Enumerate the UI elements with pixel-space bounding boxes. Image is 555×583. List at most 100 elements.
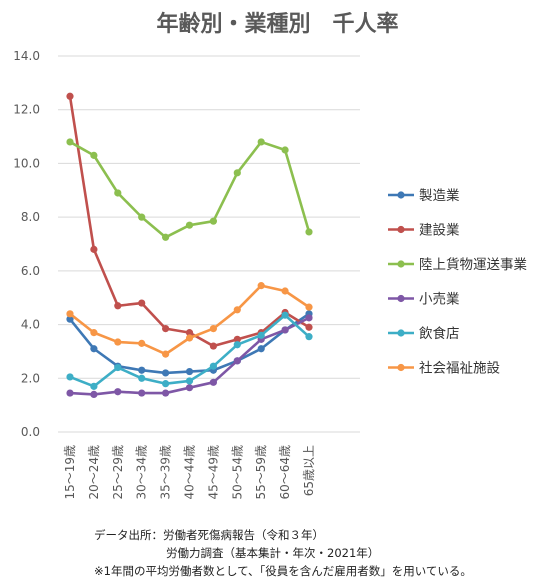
data-point xyxy=(90,382,98,390)
data-point xyxy=(257,345,265,353)
data-point xyxy=(162,350,170,358)
x-tick-label: 15～19歳 xyxy=(63,445,77,500)
data-point xyxy=(209,325,217,333)
data-point xyxy=(114,338,122,346)
x-tick-label: 35～39歳 xyxy=(159,445,173,500)
data-point xyxy=(185,367,194,376)
data-point xyxy=(305,228,313,236)
data-point xyxy=(257,282,265,290)
series-line xyxy=(68,96,310,348)
chart-title: 年齢別・業種別 千人率 xyxy=(156,12,399,37)
legend-label: 建設業 xyxy=(419,223,460,239)
y-tick-label: 14.0 xyxy=(13,49,40,63)
legend-swatch-marker xyxy=(397,260,405,268)
x-tick-label: 30～34歳 xyxy=(135,445,149,500)
data-point xyxy=(66,389,74,397)
legend-label: 陸上貨物運送事業 xyxy=(419,256,527,273)
data-point xyxy=(305,333,313,341)
data-point xyxy=(138,299,146,307)
data-point xyxy=(138,339,146,347)
y-axis-ticks: 0.0 2.0 4.0 6.0 8.0 10.0 12.0 14.0 xyxy=(13,49,40,439)
data-point xyxy=(66,310,74,318)
data-point xyxy=(209,217,217,225)
data-point xyxy=(114,388,122,396)
data-point xyxy=(185,384,194,392)
y-tick-label: 0.0 xyxy=(21,425,40,439)
data-point xyxy=(209,362,217,370)
data-point xyxy=(305,303,313,311)
data-point xyxy=(138,366,146,374)
y-tick-label: 2.0 xyxy=(21,371,40,385)
data-point xyxy=(233,357,241,365)
data-point xyxy=(185,377,194,385)
data-point xyxy=(66,373,74,381)
x-tick-label: 45～49歳 xyxy=(206,445,220,500)
data-point xyxy=(281,311,289,319)
series-line xyxy=(69,284,310,356)
data-point xyxy=(281,326,289,334)
data-point xyxy=(257,138,265,146)
data-point xyxy=(305,314,313,322)
data-point xyxy=(185,221,194,229)
data-point xyxy=(233,306,241,314)
data-point xyxy=(185,334,194,342)
data-point xyxy=(281,146,289,154)
data-point xyxy=(233,169,241,177)
data-point xyxy=(233,341,241,349)
x-axis-ticks: 15～19歳 20～24歳 25～29歳 30～34歳 35～39歳 40～44歳 45～4… xyxy=(63,445,316,500)
series-lines xyxy=(66,92,313,398)
legend-swatch-marker xyxy=(397,294,405,303)
legend-label: 小売業 xyxy=(419,292,460,308)
x-tick-label: 55～59歳 xyxy=(254,445,268,500)
legend-label: 製造業 xyxy=(419,188,460,204)
x-tick-label: 50～54歳 xyxy=(230,445,244,500)
data-point xyxy=(114,302,122,310)
x-tick-label: 65歳以上 xyxy=(302,445,316,496)
legend-swatch-marker xyxy=(397,363,405,372)
source-line-3: ※1年間の平均労働者数として、「役員を含んだ雇用者数」を用いている。 xyxy=(94,564,472,578)
data-point xyxy=(209,342,217,350)
data-point xyxy=(114,189,122,197)
data-point xyxy=(66,92,74,100)
y-tick-label: 8.0 xyxy=(21,210,40,224)
data-point xyxy=(233,335,241,343)
data-point xyxy=(66,138,74,146)
y-tick-label: 4.0 xyxy=(21,318,40,332)
data-point xyxy=(90,345,98,353)
x-tick-label: 40～44歳 xyxy=(183,445,197,500)
data-point xyxy=(162,380,170,388)
y-tick-label: 12.0 xyxy=(13,103,40,117)
legend-label: 社会福祉施設 xyxy=(419,361,500,377)
data-point xyxy=(162,389,170,397)
data-point xyxy=(162,369,170,377)
gridlines xyxy=(58,55,360,433)
y-tick-label: 10.0 xyxy=(13,156,40,170)
data-point xyxy=(281,287,289,295)
data-point xyxy=(90,390,98,398)
data-point xyxy=(114,363,122,372)
x-tick-label: 20～24歳 xyxy=(87,445,101,500)
data-point xyxy=(138,374,146,382)
series-line xyxy=(69,313,310,388)
x-tick-label: 25～29歳 xyxy=(111,445,125,500)
data-point xyxy=(162,325,170,333)
data-point xyxy=(257,331,265,339)
data-point xyxy=(90,329,98,337)
data-point xyxy=(209,378,217,386)
data-point xyxy=(90,245,98,253)
data-point xyxy=(66,315,74,323)
source-line-2: 労働力調査（基本集計・年次・2021年） xyxy=(166,546,380,560)
data-point xyxy=(162,233,170,241)
data-point xyxy=(90,151,98,159)
data-point xyxy=(305,323,313,331)
legend-swatch-marker xyxy=(397,225,405,234)
legend-swatch-marker xyxy=(397,191,405,199)
legend-label: 飲食店 xyxy=(419,325,460,342)
data-point xyxy=(138,213,146,221)
y-tick-label: 6.0 xyxy=(21,264,40,278)
x-tick-label: 60～64歳 xyxy=(278,445,292,500)
legend-swatch-marker xyxy=(397,329,405,337)
data-point xyxy=(138,389,146,397)
